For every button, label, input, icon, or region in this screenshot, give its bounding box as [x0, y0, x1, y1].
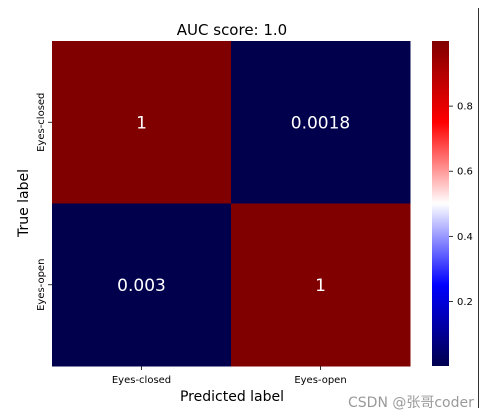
y-axis-label: True label — [16, 169, 32, 238]
watermark: CSDN @张哥coder — [348, 395, 474, 411]
cell-value-label: 1 — [136, 113, 147, 133]
y-tick-label: Eyes-closed — [36, 93, 47, 152]
cell-value-label: 0.003 — [117, 276, 166, 296]
heatmap-cell — [52, 41, 232, 204]
colorbar-tick-label: 0.8 — [457, 102, 473, 113]
heatmap-cell — [231, 203, 411, 367]
colorbar-ticks: 0.2 0.4 0.6 0.8 — [449, 102, 473, 308]
colorbar — [432, 41, 449, 366]
x-tick-labels: Eyes-closed Eyes-open — [112, 366, 347, 386]
heatmap-cell — [52, 203, 232, 367]
heatmap-cell — [231, 41, 411, 204]
cell-value-label: 1 — [315, 276, 326, 296]
colorbar-tick-label: 0.2 — [457, 297, 473, 308]
x-tick-label: Eyes-open — [294, 375, 346, 386]
cell-value-label: 0.0018 — [291, 113, 350, 133]
x-tick-label: Eyes-closed — [112, 375, 171, 386]
colorbar-tick-label: 0.6 — [457, 167, 473, 178]
heatmap-cells: 1 0.0018 0.003 1 — [52, 41, 411, 367]
divider — [478, 8, 479, 408]
colorbar-tick-label: 0.4 — [457, 232, 473, 243]
y-tick-labels: Eyes-closed Eyes-open — [36, 93, 52, 311]
y-tick-label: Eyes-open — [36, 259, 47, 311]
x-axis-label: Predicted label — [180, 389, 284, 405]
chart-title: AUC score: 1.0 — [177, 21, 287, 39]
